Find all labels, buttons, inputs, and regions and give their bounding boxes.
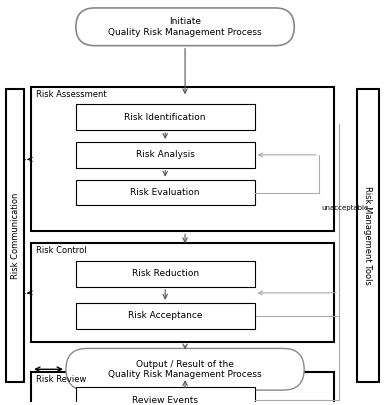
- Text: Initiate
Quality Risk Management Process: Initiate Quality Risk Management Process: [108, 17, 262, 36]
- Text: Risk Communication: Risk Communication: [11, 192, 20, 279]
- Bar: [31, 87, 334, 231]
- FancyBboxPatch shape: [76, 261, 254, 287]
- Bar: [31, 243, 334, 343]
- FancyBboxPatch shape: [76, 387, 254, 405]
- Text: Risk Identification: Risk Identification: [124, 113, 206, 121]
- FancyBboxPatch shape: [76, 142, 254, 168]
- Text: Risk Management Tools: Risk Management Tools: [363, 186, 372, 285]
- Bar: [7, 90, 24, 382]
- Text: Risk Control: Risk Control: [36, 246, 87, 255]
- Text: Risk Analysis: Risk Analysis: [136, 150, 195, 159]
- Text: Output / Result of the
Quality Risk Management Process: Output / Result of the Quality Risk Mana…: [108, 360, 262, 379]
- Text: Risk Review: Risk Review: [36, 375, 87, 384]
- FancyBboxPatch shape: [76, 104, 254, 130]
- FancyBboxPatch shape: [76, 303, 254, 328]
- Text: Risk Acceptance: Risk Acceptance: [128, 311, 203, 320]
- Text: Risk Reduction: Risk Reduction: [132, 269, 199, 279]
- Text: Risk Evaluation: Risk Evaluation: [131, 188, 200, 197]
- FancyBboxPatch shape: [76, 8, 294, 46]
- Text: Risk Assessment: Risk Assessment: [36, 90, 107, 99]
- Bar: [31, 372, 334, 405]
- Bar: [357, 90, 378, 382]
- Text: unacceptable: unacceptable: [321, 205, 368, 211]
- FancyBboxPatch shape: [76, 180, 254, 205]
- Text: Review Events: Review Events: [132, 396, 198, 405]
- FancyBboxPatch shape: [66, 348, 304, 390]
